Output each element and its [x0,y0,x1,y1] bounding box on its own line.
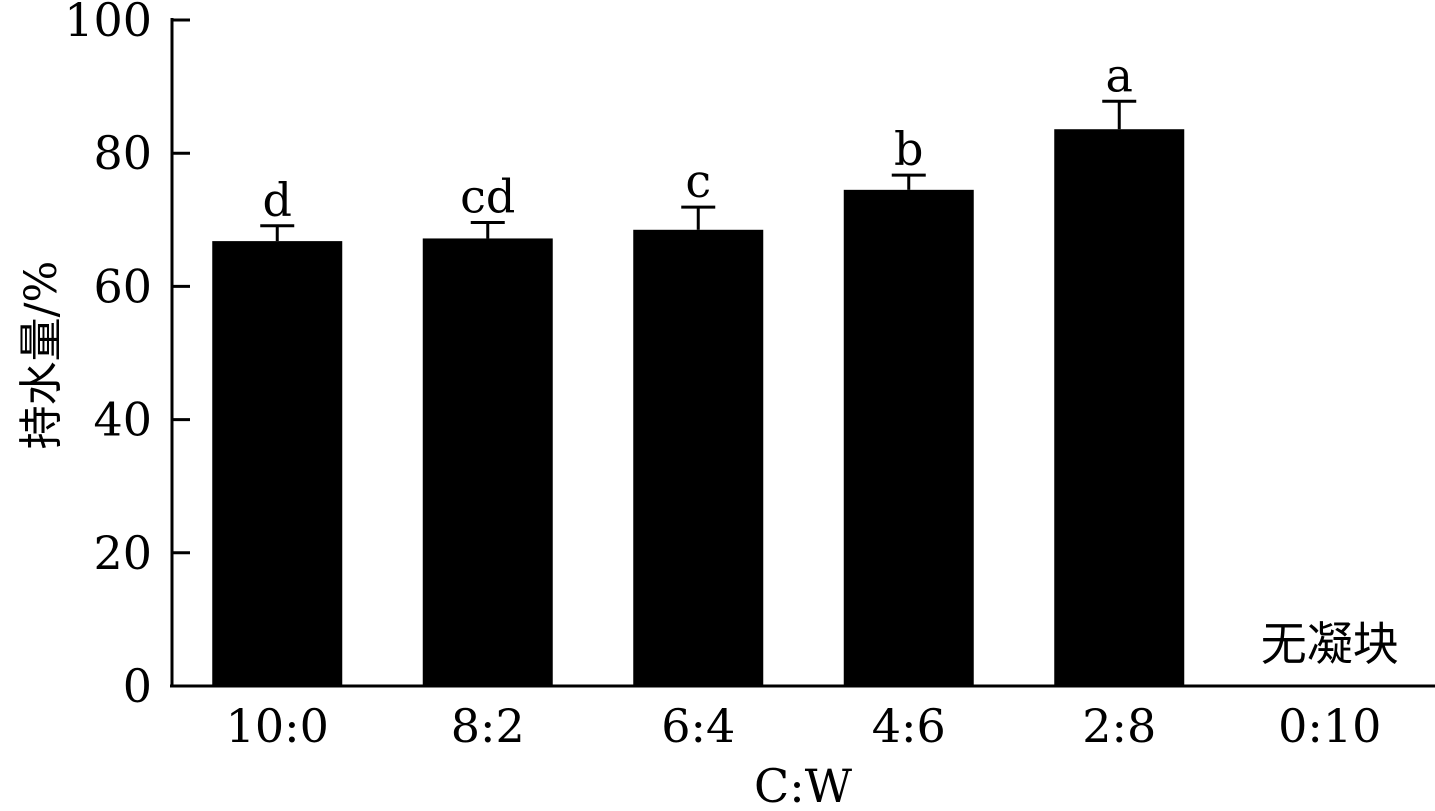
significance-label: cd [460,169,515,223]
y-tick-label: 60 [93,259,152,313]
bar [422,238,553,686]
y-axis-label: 持水量/% [16,261,67,450]
x-tick-label: 6:4 [661,699,735,753]
significance-label: a [1106,48,1133,102]
significance-label: b [894,122,923,176]
x-axis-ticks: 10:0 8:2 6:4 4:6 2:8 0:10 [226,699,1382,753]
x-tick-label: 0:10 [1278,699,1381,753]
y-tick-label: 80 [93,126,152,180]
y-axis-ticks: 0 20 40 60 80 100 [64,0,190,713]
x-tick-label: 2:8 [1082,699,1156,753]
x-tick-label: 8:2 [451,699,525,753]
y-tick-label: 40 [93,393,152,447]
x-tick-label: 10:0 [226,699,329,753]
annotations-group: 无凝块 [1261,617,1399,671]
no-gel-annotation: 无凝块 [1261,617,1399,671]
significance-label: d [263,173,292,227]
bar [843,189,974,686]
bars-group [212,129,1185,687]
bar [212,241,343,686]
x-axis-label: C:W [754,759,853,807]
error-bars-group [260,99,1137,242]
y-tick-label: 20 [93,526,152,580]
y-tick-label: 100 [64,0,152,47]
bar [633,229,764,687]
x-tick-label: 4:6 [872,699,946,753]
bar [1054,129,1185,686]
significance-labels-group: d cd c b a [263,48,1133,227]
y-tick-label: 0 [123,659,152,713]
significance-label: c [685,154,711,208]
